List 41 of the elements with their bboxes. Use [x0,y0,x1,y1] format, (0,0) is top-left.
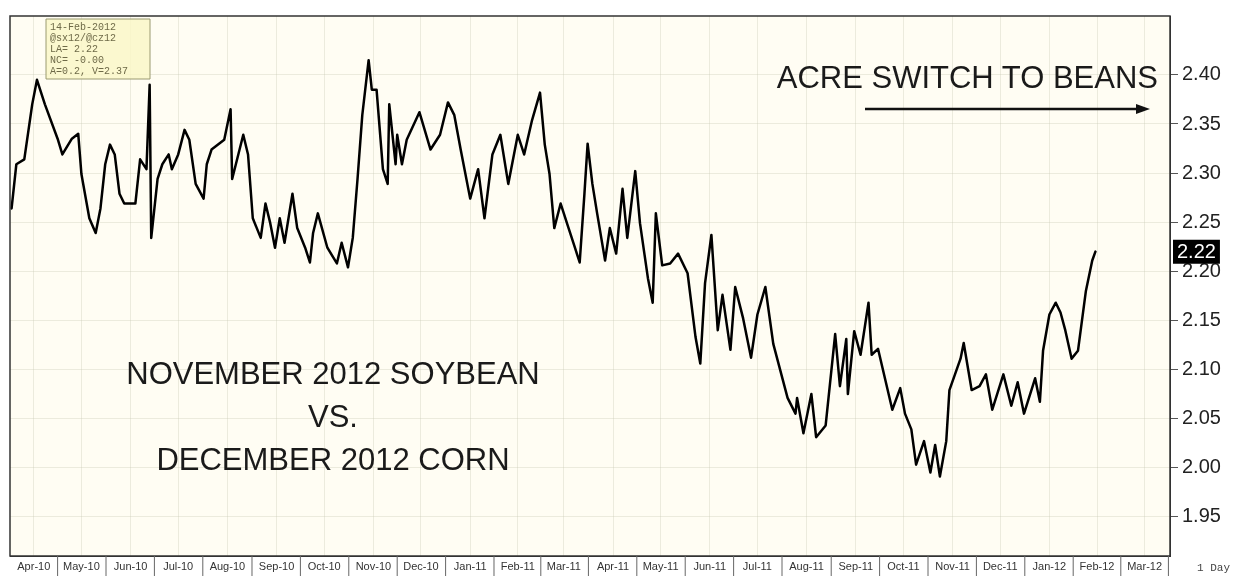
y-tick-label: 2.25 [1182,209,1221,232]
annotation: A=0.2, V=2.37 [50,65,129,77]
x-tick-label: Jun-11 [693,559,727,572]
x-tick-label: Jun-10 [113,559,148,572]
x-tick-label: Mar-12 [1127,559,1163,572]
y-tick-label: 2.10 [1182,356,1221,379]
y-tick-label: 2.35 [1182,111,1221,134]
y-tick-label: 1.95 [1182,504,1221,527]
x-tick-label: Oct-10 [307,559,341,572]
text: NOVEMBER 2012 SOYBEAN VS. DECEMBER 2012 CORN [126,356,540,477]
x-tick-label: Nov-11 [935,559,970,572]
x-tick-label: Nov-10 [355,559,392,572]
x-tick-label: May-11 [642,559,679,572]
x-tick-label: Dec-11 [982,559,1018,572]
x-tick-label: Dec-10 [403,559,439,572]
x-tick-label: Aug-11 [789,559,824,572]
annotation: ACRE SWITCH TO BEANS [776,60,1158,95]
x-tick-label: Sep-11 [838,559,874,572]
y-tick-label: 2.40 [1182,62,1221,85]
x-tick-label: Jul-11 [742,559,772,572]
annotation: @sx12/@cz12 [50,32,117,44]
x-tick-label: Jan-11 [453,559,487,572]
x-tick-label: Apr-11 [596,559,630,572]
y-tick-label: 2.30 [1182,160,1221,183]
x-tick-label: Aug-10 [209,559,246,572]
x-tick-label: Sep-10 [258,559,295,572]
text: 1 Day [1196,561,1231,574]
y-tick-label: 2.05 [1182,406,1221,429]
x-tick-label: Feb-11 [500,559,535,572]
x-tick-label: Oct-11 [887,559,920,572]
annotation: 14-Feb-2012 [50,21,117,33]
x-tick-label: Apr-10 [17,559,51,572]
y-tick-label: 2.00 [1182,455,1221,478]
x-tick-label: Jan-12 [1032,559,1067,572]
x-tick-label: May-10 [63,559,100,572]
annotation: LA= 2.22 [50,43,99,55]
x-tick-label: Jul-10 [163,559,194,572]
y-tick-label: 2.15 [1182,307,1221,330]
annotation: NC= -0.00 [50,54,105,66]
x-tick-label: Mar-11 [546,559,581,572]
x-tick-label: Feb-12 [1079,559,1115,572]
